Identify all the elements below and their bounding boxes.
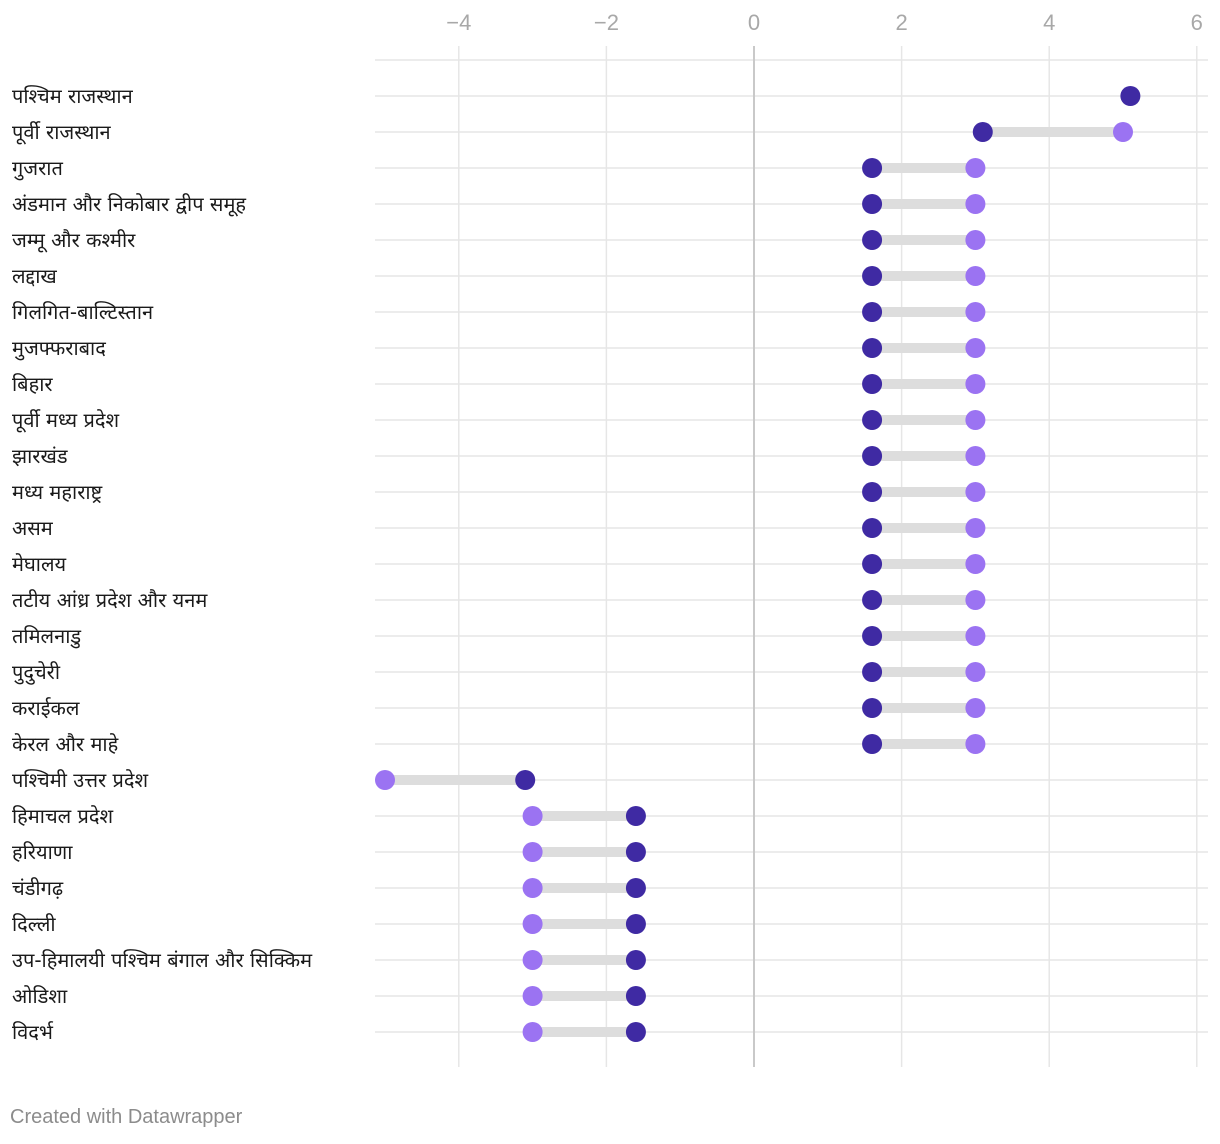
dot-series-a <box>862 518 883 538</box>
category-label: पूर्वी राजस्थान <box>12 120 112 145</box>
category-label: जम्मू और कश्मीर <box>12 228 136 253</box>
dot-series-b <box>965 698 986 718</box>
dot-layer <box>375 86 1141 1042</box>
dot-series-a <box>625 806 646 826</box>
dot-series-b <box>965 410 986 430</box>
dot-series-a <box>1120 86 1141 106</box>
category-label: पश्चिमी उत्तर प्रदेश <box>12 768 149 792</box>
dot-series-a <box>862 230 883 250</box>
dot-series-a <box>515 770 536 790</box>
dot-series-b <box>965 626 986 646</box>
category-label: हिमाचल प्रदेश <box>12 804 114 828</box>
dot-series-a <box>625 1022 646 1042</box>
category-label: गुजरात <box>12 156 63 181</box>
dot-series-a <box>862 338 883 358</box>
footer-credit: Created with Datawrapper <box>10 1106 243 1128</box>
dot-series-b <box>522 1022 543 1042</box>
dot-series-a <box>862 734 883 754</box>
dot-series-b <box>375 770 395 790</box>
dot-series-a <box>625 986 646 1006</box>
dot-series-b <box>965 446 986 466</box>
dot-series-a <box>972 122 993 142</box>
dot-series-b <box>965 734 986 754</box>
dot-series-b <box>965 302 986 322</box>
category-label: चंडीगढ़ <box>12 876 64 900</box>
dot-series-b <box>1113 122 1133 142</box>
category-label: गिलगित-बाल्टिस्तान <box>12 300 154 324</box>
category-label: अंडमान और निकोबार द्वीप समूह <box>12 192 246 217</box>
dot-series-a <box>862 158 883 178</box>
dot-series-a <box>862 482 883 502</box>
category-label: मध्य महाराष्ट्र <box>12 480 103 504</box>
dot-series-b <box>965 518 986 538</box>
dot-series-a <box>862 446 883 466</box>
dot-series-b <box>522 950 543 970</box>
dot-series-b <box>522 806 543 826</box>
dot-series-b <box>965 374 986 394</box>
dot-series-b <box>965 194 986 214</box>
x-tick-label: −4 <box>446 10 471 35</box>
dot-series-a <box>862 374 883 394</box>
grid-layer <box>375 46 1208 1067</box>
category-label: हरियाणा <box>12 840 73 864</box>
x-tick-label: 4 <box>1043 10 1055 35</box>
dot-series-b <box>522 986 543 1006</box>
dot-series-a <box>625 842 646 862</box>
category-label: ओडिशा <box>12 984 68 1008</box>
category-label: मेघालय <box>12 552 67 576</box>
dot-series-a <box>862 302 883 322</box>
x-axis: −4 −2 0 2 4 6 <box>446 10 1203 35</box>
dot-series-b <box>965 482 986 502</box>
category-label: दिल्ली <box>12 912 56 936</box>
category-label: बिहार <box>12 372 53 396</box>
category-label: कराईकल <box>12 696 80 720</box>
dot-series-b <box>965 338 986 358</box>
category-label: तटीय आंध्र प्रदेश और यनम <box>12 588 208 612</box>
x-tick-label: −2 <box>594 10 619 35</box>
category-label: पूर्वी मध्य प्रदेश <box>12 408 119 433</box>
dot-series-b <box>965 230 986 250</box>
dot-series-b <box>965 266 986 286</box>
dot-series-b <box>965 662 986 682</box>
category-label: केरल और माहे <box>12 732 119 756</box>
category-label: उप-हिमालयी पश्चिम बंगाल और सिक्किम <box>12 948 313 972</box>
dot-series-b <box>965 554 986 574</box>
dot-series-a <box>625 950 646 970</box>
dot-series-a <box>862 266 883 286</box>
dot-series-a <box>625 878 646 898</box>
dot-series-a <box>862 554 883 574</box>
category-label: मुजफ्फराबाद <box>12 336 106 361</box>
dot-series-a <box>862 194 883 214</box>
category-label: असम <box>12 516 54 540</box>
category-label: पुदुचेरी <box>12 660 61 685</box>
category-label: लद्दाख <box>12 264 57 288</box>
connector-layer <box>385 127 1123 1037</box>
x-tick-label: 2 <box>895 10 907 35</box>
dot-series-b <box>522 878 543 898</box>
dot-series-b <box>965 158 986 178</box>
dot-series-a <box>862 590 883 610</box>
dot-series-a <box>862 662 883 682</box>
dot-series-a <box>862 698 883 718</box>
dot-series-b <box>522 914 543 934</box>
x-tick-label: 0 <box>748 10 760 35</box>
category-label: तमिलनाडु <box>12 624 81 649</box>
category-label: झारखंड <box>12 444 68 468</box>
dot-series-a <box>625 914 646 934</box>
category-label: विदर्भ <box>12 1020 54 1044</box>
x-tick-label: 6 <box>1191 10 1203 35</box>
category-labels: पश्चिम राजस्थान पूर्वी राजस्थान गुजरात अंडम… <box>12 84 313 1044</box>
dot-series-b <box>522 842 543 862</box>
dot-series-a <box>862 410 883 430</box>
category-label: पश्चिम राजस्थान <box>12 84 134 108</box>
dot-series-b <box>965 590 986 610</box>
dot-series-a <box>862 626 883 646</box>
